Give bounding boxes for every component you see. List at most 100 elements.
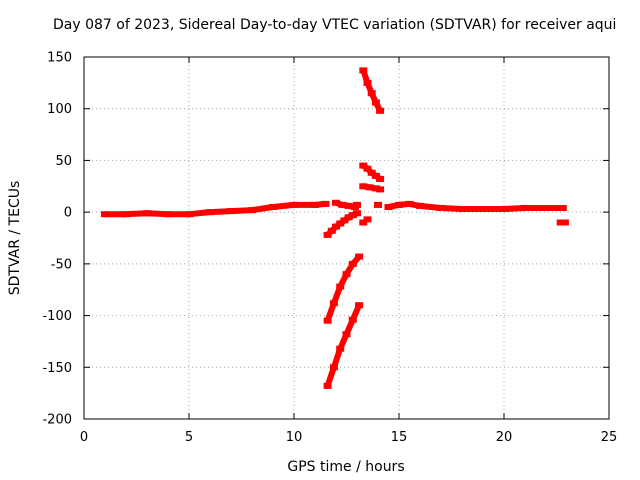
data-point bbox=[323, 382, 332, 389]
data-point bbox=[348, 212, 357, 219]
data-point bbox=[164, 211, 172, 218]
data-point bbox=[371, 172, 380, 179]
data-point bbox=[338, 201, 347, 208]
data-point bbox=[363, 165, 372, 172]
data-point bbox=[376, 107, 385, 114]
data-point bbox=[353, 210, 361, 217]
data-point bbox=[371, 99, 380, 106]
data-marks bbox=[101, 67, 569, 389]
y-tick-label: 50 bbox=[55, 154, 72, 169]
data-point bbox=[384, 204, 393, 210]
data-point bbox=[323, 231, 332, 238]
data-point bbox=[479, 206, 487, 212]
series-isolated bbox=[359, 201, 569, 226]
axis-ticks bbox=[83, 56, 610, 420]
data-point bbox=[556, 219, 565, 226]
chart-title: Day 087 of 2023, Sidereal Day-to-day VTE… bbox=[53, 17, 616, 33]
data-point bbox=[323, 317, 332, 324]
data-point bbox=[248, 207, 256, 214]
data-point bbox=[342, 271, 351, 278]
x-tick-label: 15 bbox=[391, 430, 408, 445]
data-point bbox=[359, 183, 368, 190]
series-arc-upper-a bbox=[359, 67, 385, 114]
data-point bbox=[359, 67, 368, 74]
data-point bbox=[560, 219, 569, 226]
data-point bbox=[332, 223, 340, 230]
plot-frame bbox=[83, 56, 610, 420]
data-point bbox=[329, 300, 338, 307]
data-point bbox=[206, 209, 214, 216]
data-point bbox=[437, 205, 445, 211]
data-point bbox=[348, 316, 357, 323]
series-trace bbox=[385, 200, 566, 212]
data-point bbox=[355, 253, 364, 260]
x-tick-label: 20 bbox=[496, 430, 513, 445]
tick-labels: 0 5 10 15 20 25 -200 -150 -100 -50 0 50 100 150 bbox=[42, 51, 617, 446]
x-tick-label: 10 bbox=[286, 430, 303, 445]
series-mid-cluster bbox=[332, 199, 361, 210]
y-tick-label: 0 bbox=[64, 206, 72, 221]
y-tick-label: -200 bbox=[42, 413, 72, 428]
data-point bbox=[363, 216, 372, 223]
series-baseline-left bbox=[101, 200, 330, 218]
data-point bbox=[353, 201, 361, 208]
data-point bbox=[376, 186, 385, 193]
data-point bbox=[374, 201, 382, 208]
data-point bbox=[332, 199, 340, 206]
data-point bbox=[363, 79, 372, 86]
data-point bbox=[395, 201, 403, 208]
x-tick-label: 25 bbox=[601, 430, 618, 445]
y-tick-label: 150 bbox=[47, 51, 72, 66]
data-point bbox=[371, 185, 380, 192]
series-baseline-right bbox=[384, 200, 567, 212]
data-point bbox=[340, 217, 349, 224]
data-point bbox=[327, 227, 336, 234]
data-point bbox=[185, 211, 193, 218]
data-point bbox=[101, 211, 109, 218]
series-arc-upper-c bbox=[359, 183, 385, 193]
y-tick-label: -50 bbox=[51, 257, 72, 272]
data-point bbox=[143, 210, 151, 217]
data-point bbox=[321, 200, 330, 207]
grid bbox=[84, 57, 609, 419]
data-point bbox=[458, 206, 466, 212]
data-point bbox=[365, 184, 374, 191]
data-point bbox=[290, 201, 298, 208]
data-point bbox=[344, 214, 353, 221]
series-arc-down-b bbox=[323, 302, 364, 389]
data-point bbox=[336, 220, 345, 227]
series-arc-upper-b bbox=[359, 162, 385, 182]
x-tick-label: 5 bbox=[185, 430, 193, 445]
data-point bbox=[416, 202, 424, 209]
data-point bbox=[329, 364, 338, 371]
data-point bbox=[342, 331, 351, 338]
data-point bbox=[521, 205, 529, 211]
data-point bbox=[344, 202, 353, 209]
y-axis-title: SDTVAR / TECUs bbox=[7, 181, 23, 296]
data-point bbox=[311, 201, 319, 208]
x-axis-title: GPS time / hours bbox=[287, 459, 404, 475]
data-point bbox=[542, 205, 550, 211]
y-tick-label: 100 bbox=[47, 102, 72, 117]
data-point bbox=[336, 283, 345, 290]
data-point bbox=[348, 260, 357, 267]
data-point bbox=[122, 211, 130, 218]
y-tick-label: -150 bbox=[42, 361, 72, 376]
data-point bbox=[558, 205, 567, 211]
series-arc-down-a bbox=[323, 253, 364, 324]
data-point bbox=[376, 176, 385, 182]
data-point bbox=[227, 208, 235, 215]
data-point bbox=[355, 302, 364, 309]
y-tick-label: -100 bbox=[42, 309, 72, 324]
x-tick-label: 0 bbox=[80, 430, 88, 445]
data-point bbox=[359, 162, 368, 169]
data-point bbox=[359, 219, 368, 226]
data-point bbox=[367, 169, 376, 176]
data-point bbox=[405, 200, 414, 207]
data-point bbox=[500, 206, 508, 212]
data-point bbox=[269, 204, 277, 210]
data-point bbox=[367, 90, 376, 97]
data-point bbox=[336, 345, 345, 352]
series-arc-low-left bbox=[323, 210, 361, 238]
